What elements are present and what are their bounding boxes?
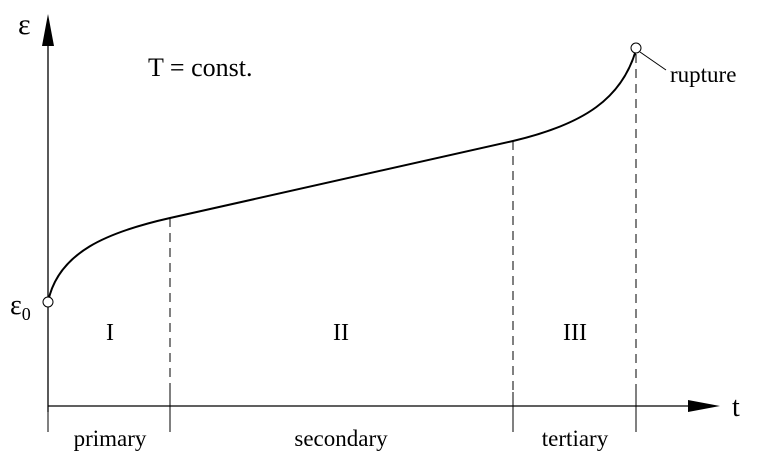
stage-numeral: II xyxy=(333,320,349,346)
y-axis-arrow xyxy=(42,14,54,46)
start-label: ε0 xyxy=(10,290,31,324)
x-axis-arrow xyxy=(688,400,720,412)
stage-numeral: I xyxy=(106,320,114,346)
start-label-subscript: 0 xyxy=(22,304,31,324)
y-axis-label: ε xyxy=(18,8,31,41)
stage-name: primary xyxy=(74,426,147,451)
rupture-point xyxy=(630,42,642,54)
creep-curve xyxy=(47,49,637,303)
start-label-base: ε xyxy=(10,290,22,321)
rupture-label: rupture xyxy=(670,62,736,87)
stage-name: secondary xyxy=(294,426,388,451)
start-point xyxy=(42,296,54,308)
stage-name: tertiary xyxy=(542,426,609,451)
stage-numeral: III xyxy=(563,320,587,346)
annotation: T = const. xyxy=(148,53,252,82)
rupture-leader xyxy=(639,51,667,71)
x-axis-label: t xyxy=(732,392,740,423)
